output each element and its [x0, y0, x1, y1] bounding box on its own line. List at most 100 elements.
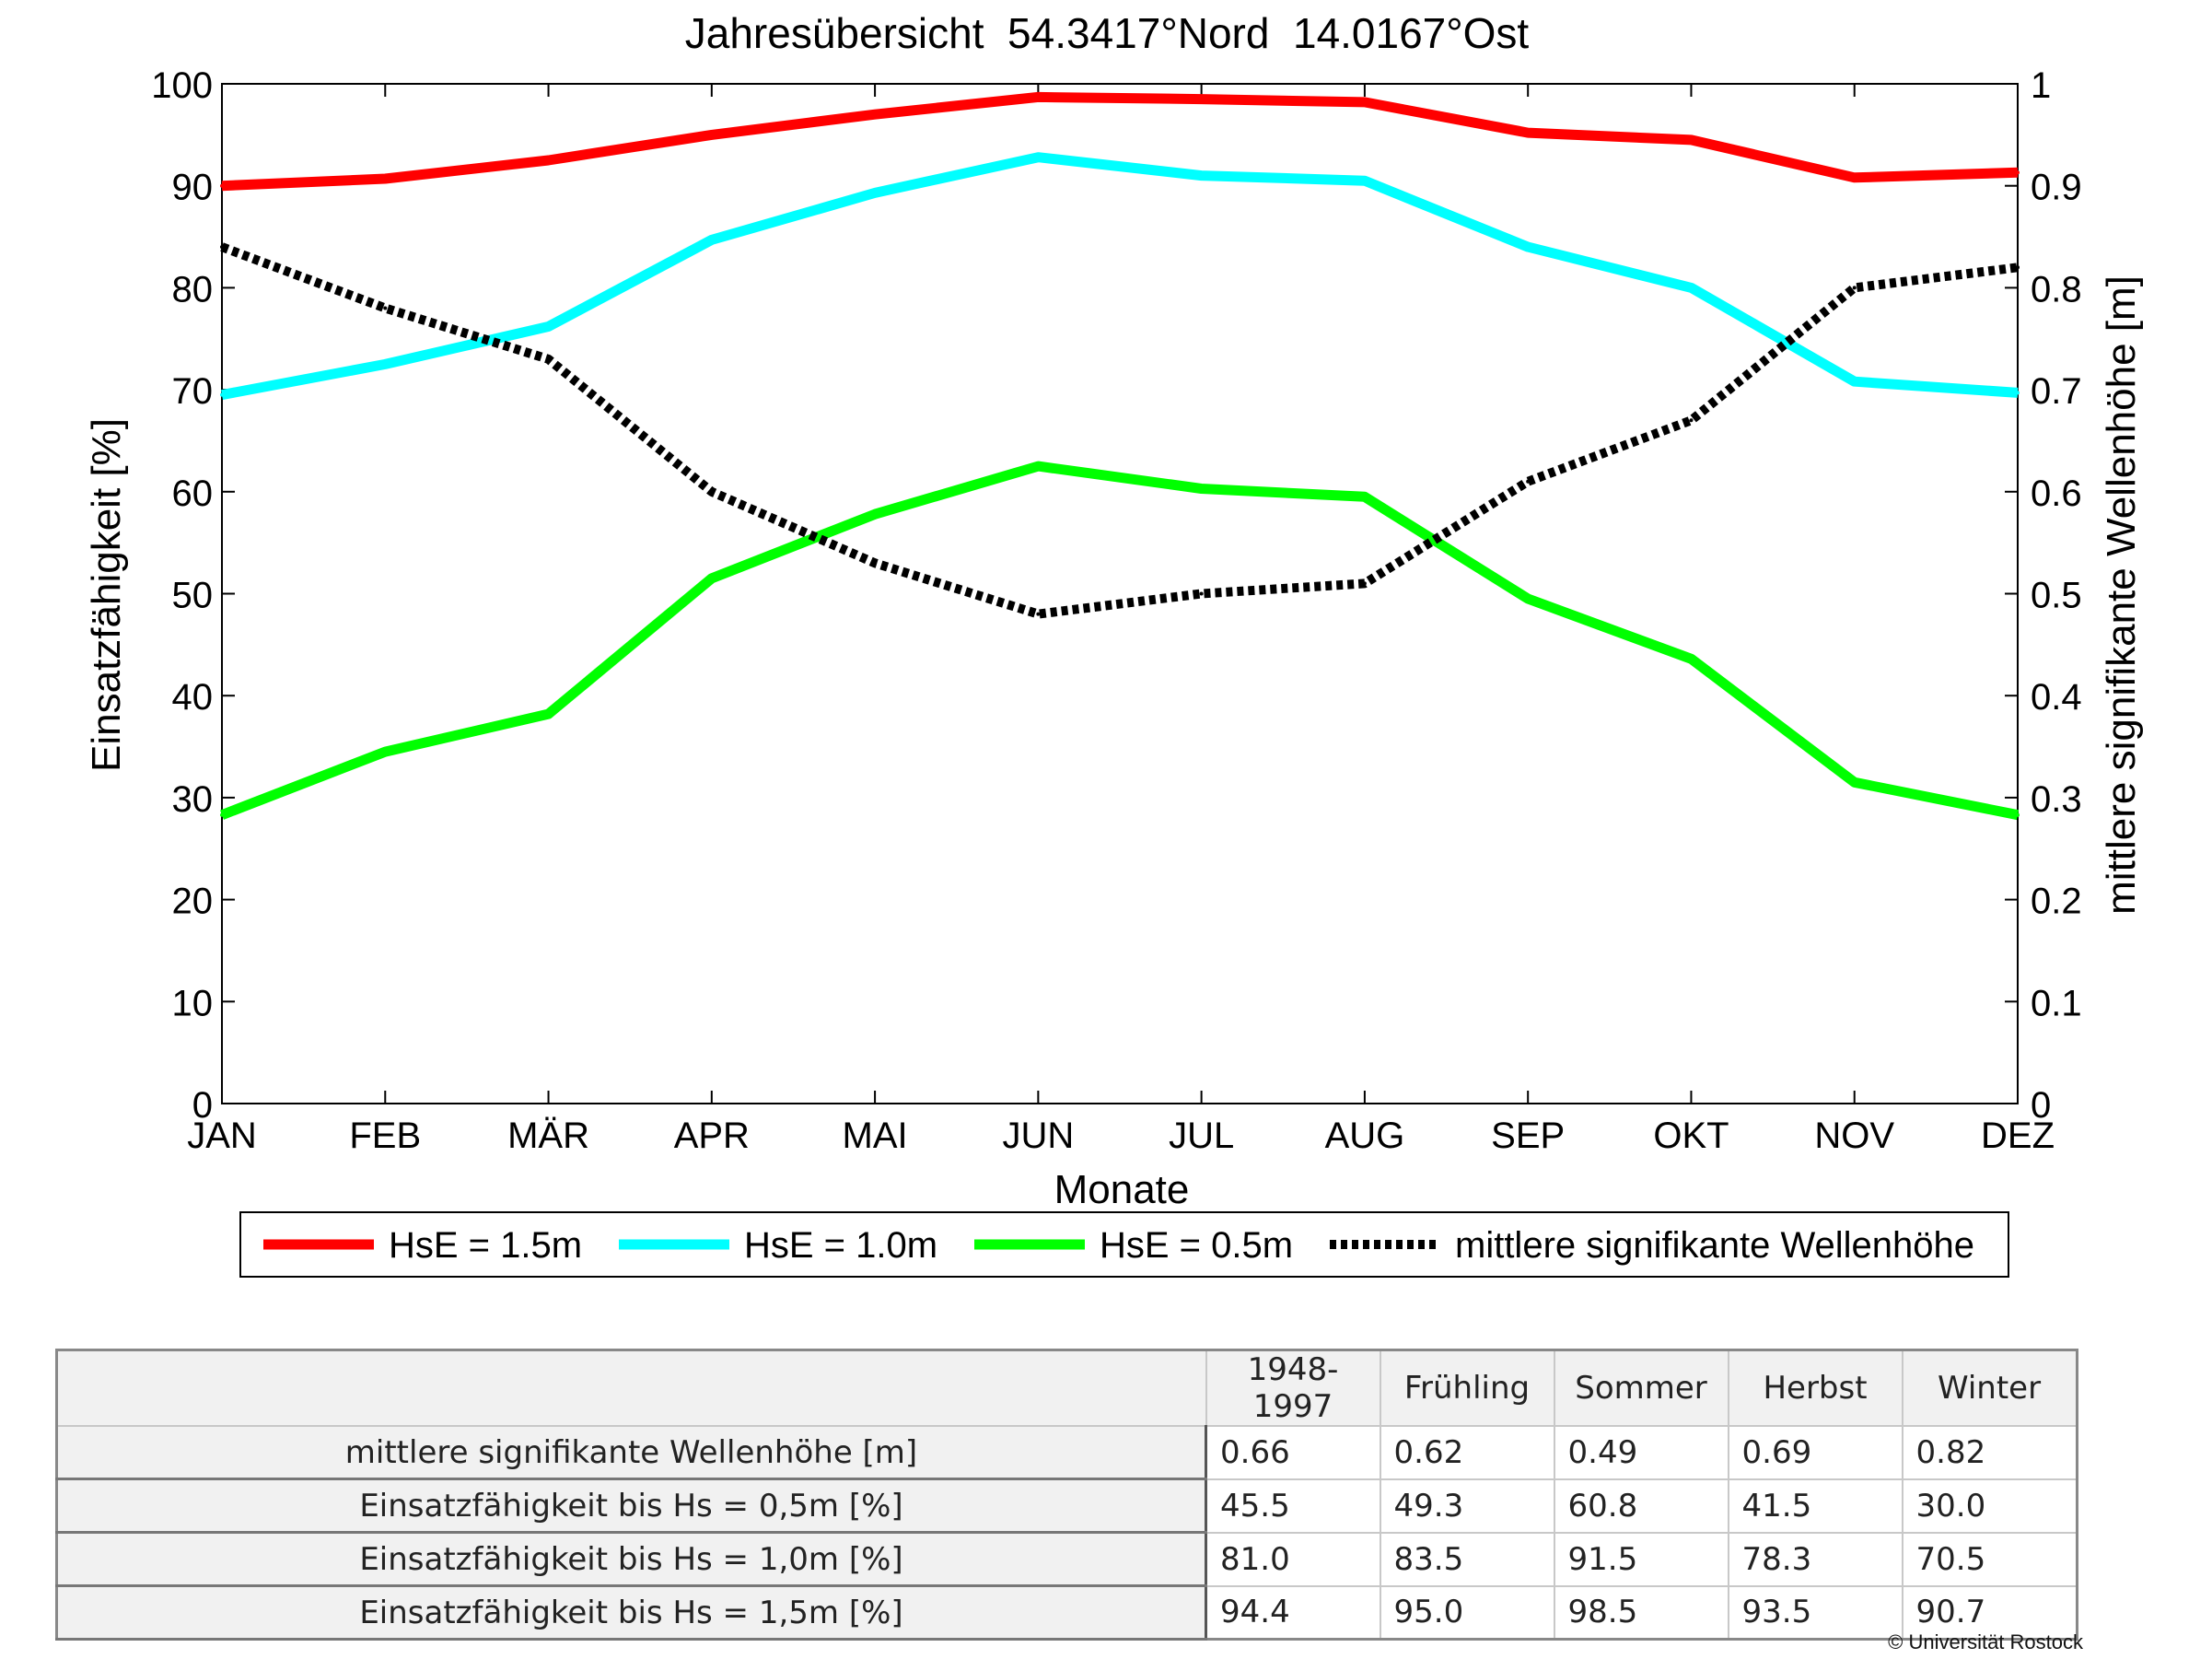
y2-tick-label: 0.6 [2031, 473, 2082, 514]
table-cell: 93.5 [1727, 1584, 1903, 1641]
data-point [1199, 173, 1204, 178]
chart: Jahresübersicht 54.3417°Nord 14.0167°Ost… [84, 9, 2144, 1278]
y-tick-label: 10 [172, 983, 214, 1023]
data-point [709, 489, 714, 494]
data-point [2016, 391, 2020, 395]
table-cell: 60.8 [1553, 1478, 1729, 1534]
y2-tick-label: 0 [2031, 1085, 2051, 1126]
y-tick-label: 90 [172, 168, 214, 208]
data-point [1526, 479, 1531, 484]
table-row: mittlere signifikante Wellenhöhe [m] 0.6… [55, 1425, 2078, 1480]
data-point [1526, 131, 1531, 135]
table-cell: 0.69 [1727, 1425, 1903, 1480]
x-tick-label: MAI [843, 1116, 908, 1156]
data-point [873, 512, 878, 517]
data-point [1526, 597, 1531, 602]
data-point [1852, 175, 1857, 180]
plot-area [221, 83, 2019, 1104]
data-point [873, 112, 878, 117]
data-point [2016, 812, 2020, 817]
data-point [709, 576, 714, 580]
y-tick-label: 30 [172, 779, 214, 820]
data-point [1689, 657, 1694, 661]
table-row: Einsatzfähigkeit bis Hs = 1,5m [%] 94.4 … [55, 1584, 2078, 1641]
data-point [1689, 286, 1694, 290]
y2-tick-label: 0.1 [2031, 983, 2082, 1023]
x-tick-label: OKT [1653, 1116, 1729, 1156]
data-point [1362, 495, 1367, 499]
data-point [546, 158, 551, 163]
y-axis-right: 0 0.1 0.2 0.3 0.4 0.5 0.6 0.7 0.8 0.9 1 [2005, 65, 2082, 1126]
y2-tick-label: 0.2 [2031, 882, 2082, 922]
table-row: Einsatzfähigkeit bis Hs = 1,0m [%] 81.0 … [55, 1531, 2078, 1587]
y-tick-label: 20 [172, 882, 214, 922]
copyright-note: © Universität Rostock [1888, 1630, 2083, 1653]
data-point [1852, 286, 1857, 290]
x-tick-label: FEB [349, 1116, 421, 1156]
series-line [220, 461, 2020, 821]
table-row-label: Einsatzfähigkeit bis Hs = 0,5m [%] [55, 1478, 1207, 1534]
data-point [1036, 155, 1041, 159]
y-tick-label: 50 [172, 576, 214, 616]
x-tick-label: JUL [1169, 1116, 1234, 1156]
y-axis-label: Einsatzfähigkeit [%] [84, 418, 129, 772]
table-header: Winter [1901, 1349, 2078, 1427]
data-point [1362, 179, 1367, 183]
data-point [1689, 137, 1694, 142]
table-cell: 81.0 [1205, 1531, 1381, 1587]
x-tick-label: SEP [1491, 1116, 1565, 1156]
table-cell: 0.62 [1379, 1425, 1555, 1480]
data-point [383, 176, 388, 181]
table-header: Frühling [1379, 1349, 1555, 1427]
data-point [1526, 245, 1531, 250]
table-header: Sommer [1553, 1349, 1729, 1427]
data-point [1689, 418, 1694, 423]
data-point [546, 356, 551, 361]
legend-label: HsE = 1.5m [389, 1225, 582, 1266]
legend-label: HsE = 0.5m [1100, 1225, 1293, 1266]
data-point [383, 362, 388, 367]
data-point [1199, 591, 1204, 596]
y-tick-label: 0 [192, 1085, 213, 1126]
table-cell: 94.4 [1205, 1584, 1381, 1641]
table-row-label: mittlere signifikante Wellenhöhe [m] [55, 1425, 1207, 1480]
chart-title: Jahresübersicht 54.3417°Nord 14.0167°Ost [685, 9, 1530, 57]
table-cell: 83.5 [1379, 1531, 1555, 1587]
data-point [1036, 612, 1041, 616]
legend: HsE = 1.5m HsE = 1.0m HsE = 0.5m mittlere s… [263, 1225, 1974, 1266]
table-cell: 91.5 [1553, 1531, 1729, 1587]
table-cell: 41.5 [1727, 1478, 1903, 1534]
series-line [220, 242, 2019, 619]
x-tick-label: AUG [1325, 1116, 1405, 1156]
table-cell: 98.5 [1553, 1584, 1729, 1641]
table-row-label: Einsatzfähigkeit bis Hs = 1,0m [%] [55, 1531, 1207, 1587]
data-point [2016, 170, 2020, 175]
y-axis-left: 0 10 20 30 40 50 60 70 80 90 100 [151, 65, 235, 1126]
y2-tick-label: 0.8 [2031, 269, 2082, 310]
data-point [220, 392, 224, 397]
data-point [709, 133, 714, 137]
y2-tick-label: 0.7 [2031, 371, 2082, 412]
data-point [1852, 380, 1857, 384]
table-row-label: Einsatzfähigkeit bis Hs = 1,5m [%] [55, 1584, 1207, 1641]
table-cell: 95.0 [1379, 1584, 1555, 1641]
series-line [221, 91, 2019, 192]
data-point [873, 191, 878, 195]
data-point [546, 712, 551, 717]
x-tick-label: NOV [1814, 1116, 1894, 1156]
legend-label: mittlere signifikante Wellenhöhe [1455, 1225, 1974, 1266]
data-point [1036, 464, 1041, 469]
x-tick-label: JAN [187, 1116, 257, 1156]
table-cell: 45.5 [1205, 1478, 1381, 1534]
data-point [1852, 780, 1857, 785]
y2-tick-label: 0.5 [2031, 576, 2082, 616]
data-point [1362, 581, 1367, 586]
data-point [1199, 97, 1204, 101]
table-row: Einsatzfähigkeit bis Hs = 0,5m [%] 45.5 … [55, 1478, 2078, 1534]
legend-label: HsE = 1.0m [744, 1225, 937, 1266]
table-cell: 49.3 [1379, 1478, 1555, 1534]
data-point [220, 183, 224, 188]
data-point [2016, 265, 2020, 270]
table-cell: 30.0 [1901, 1478, 2078, 1534]
data-point [1036, 95, 1041, 99]
